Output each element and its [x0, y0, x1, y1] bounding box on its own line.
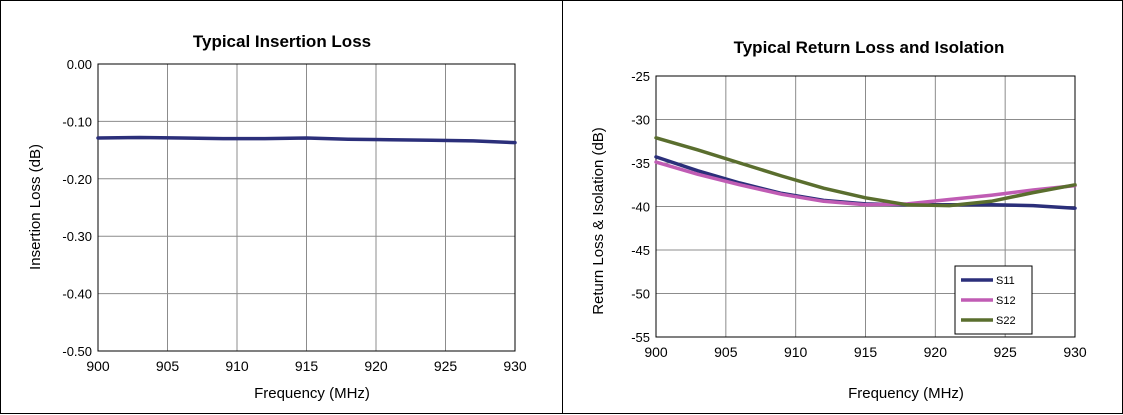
series-line-s22 — [654, 136, 1077, 208]
y-tick-label: -40 — [631, 200, 650, 215]
x-axis-label: Frequency (MHz) — [254, 385, 370, 402]
x-tick-label: 920 — [924, 344, 948, 360]
y-tick-label: -25 — [631, 69, 650, 84]
x-tick-label: 915 — [295, 358, 319, 374]
return-loss-chart: Typical Return Loss and Isolation 900 905… — [590, 38, 1087, 402]
y-tick-label: -30 — [631, 113, 650, 128]
legend — [954, 265, 1033, 335]
series-line — [96, 135, 517, 145]
y-tick-label: -45 — [631, 243, 650, 258]
legend-label-s22: S22 — [996, 315, 1016, 327]
y-tick-label: -0.10 — [62, 114, 92, 129]
x-tick-label: 930 — [1063, 344, 1087, 360]
y-axis-label: Insertion Loss (dB) — [27, 144, 44, 270]
x-tick-label: 900 — [86, 358, 110, 374]
plot-area — [97, 63, 516, 352]
x-tick-label: 930 — [503, 358, 527, 374]
x-tick-label: 900 — [644, 344, 668, 360]
insertion-loss-chart: Typical Insertion Loss 900 905 910 915 920 92… — [27, 32, 527, 402]
chart-title: Typical Return Loss and Isolation — [734, 38, 1005, 57]
x-tick-label: 910 — [225, 358, 249, 374]
insertion-loss-panel: Typical Insertion Loss 900 905 910 915 920 92… — [0, 0, 563, 414]
x-axis-label: Frequency (MHz) — [848, 385, 964, 402]
x-tick-label: 915 — [854, 344, 878, 360]
legend-label-s11: S11 — [996, 275, 1015, 287]
return-loss-panel: Typical Return Loss and Isolation 900 905… — [562, 0, 1123, 414]
y-tick-label: -0.40 — [62, 287, 92, 302]
chart-title: Typical Insertion Loss — [193, 32, 371, 51]
y-tick-label: -0.20 — [62, 172, 92, 187]
x-tick-label: 925 — [993, 344, 1017, 360]
y-tick-label: -50 — [631, 287, 650, 302]
legend-label-s12: S12 — [996, 295, 1016, 307]
y-tick-label: -55 — [631, 330, 650, 345]
y-tick-label: -35 — [631, 156, 650, 171]
x-tick-label: 910 — [784, 344, 808, 360]
x-tick-label: 905 — [714, 344, 738, 360]
y-tick-label: -0.30 — [62, 229, 92, 244]
y-tick-label: 0.00 — [67, 57, 92, 72]
x-tick-label: 920 — [364, 358, 388, 374]
x-tick-label: 905 — [156, 358, 180, 374]
series-line-s12 — [654, 160, 1077, 207]
x-tick-label: 925 — [434, 358, 458, 374]
y-tick-label: -0.50 — [62, 344, 92, 359]
y-axis-label: Return Loss & Isolation (dB) — [590, 127, 607, 315]
